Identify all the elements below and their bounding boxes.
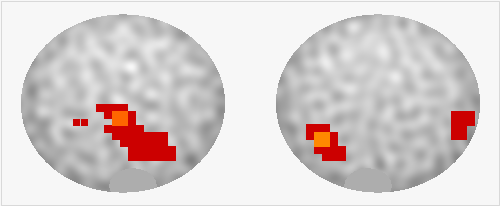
Bar bbox=[128, 118, 136, 126]
Bar bbox=[322, 153, 330, 161]
Bar bbox=[120, 118, 128, 126]
Bar bbox=[314, 139, 322, 147]
Bar bbox=[144, 132, 152, 140]
Bar bbox=[112, 132, 120, 140]
Bar bbox=[136, 139, 144, 147]
Bar bbox=[160, 153, 168, 161]
Bar bbox=[120, 139, 128, 147]
Bar bbox=[120, 104, 128, 112]
Bar bbox=[112, 111, 120, 119]
Bar bbox=[112, 118, 120, 126]
Bar bbox=[451, 125, 459, 133]
Bar bbox=[168, 146, 176, 154]
Bar bbox=[467, 118, 475, 126]
Bar bbox=[322, 146, 330, 154]
Bar bbox=[152, 132, 160, 140]
Bar bbox=[160, 132, 168, 140]
Bar bbox=[152, 153, 160, 161]
Bar bbox=[160, 146, 168, 154]
Bar bbox=[451, 118, 459, 126]
Bar bbox=[322, 139, 330, 147]
Bar bbox=[338, 146, 346, 154]
Bar bbox=[144, 139, 152, 147]
Bar bbox=[322, 132, 330, 140]
Bar bbox=[451, 111, 459, 119]
Bar bbox=[330, 139, 338, 147]
Bar bbox=[314, 132, 322, 140]
Bar bbox=[128, 125, 136, 133]
Bar bbox=[144, 139, 152, 147]
Bar bbox=[306, 132, 314, 140]
Bar bbox=[459, 125, 467, 133]
Bar bbox=[128, 132, 136, 140]
Bar bbox=[112, 118, 120, 126]
Bar bbox=[104, 104, 112, 112]
Bar bbox=[144, 146, 152, 154]
Bar bbox=[136, 132, 144, 140]
Bar bbox=[128, 111, 136, 119]
Bar bbox=[96, 104, 104, 112]
Bar bbox=[314, 139, 322, 147]
Bar bbox=[136, 146, 144, 154]
Bar bbox=[330, 146, 338, 154]
Bar bbox=[120, 111, 128, 119]
Bar bbox=[160, 139, 168, 147]
Bar bbox=[322, 139, 330, 147]
Bar bbox=[322, 124, 330, 132]
Bar bbox=[136, 153, 144, 161]
Bar bbox=[306, 124, 314, 132]
Bar bbox=[152, 153, 160, 161]
Bar bbox=[314, 132, 322, 140]
Bar bbox=[104, 125, 112, 133]
Bar bbox=[104, 111, 112, 119]
Bar bbox=[112, 104, 120, 112]
Bar bbox=[120, 125, 128, 133]
Bar bbox=[168, 153, 176, 161]
Bar bbox=[112, 111, 120, 119]
Bar bbox=[120, 132, 128, 140]
Bar bbox=[128, 146, 136, 154]
Bar bbox=[314, 146, 322, 154]
Bar bbox=[72, 118, 80, 125]
Bar bbox=[136, 125, 144, 133]
Bar bbox=[467, 111, 475, 119]
Bar bbox=[459, 111, 467, 119]
Bar bbox=[330, 153, 338, 161]
Bar bbox=[112, 125, 120, 133]
Bar bbox=[451, 132, 459, 140]
Bar bbox=[120, 111, 128, 119]
Bar bbox=[338, 153, 346, 161]
Bar bbox=[152, 139, 160, 147]
Bar bbox=[128, 139, 136, 147]
Bar bbox=[120, 118, 128, 126]
Bar bbox=[152, 146, 160, 154]
Bar bbox=[144, 153, 152, 161]
Bar bbox=[459, 132, 467, 140]
Bar bbox=[128, 153, 136, 161]
Bar bbox=[330, 132, 338, 140]
Bar bbox=[80, 118, 87, 125]
Bar bbox=[459, 118, 467, 126]
Bar bbox=[314, 124, 322, 132]
Bar bbox=[322, 132, 330, 140]
